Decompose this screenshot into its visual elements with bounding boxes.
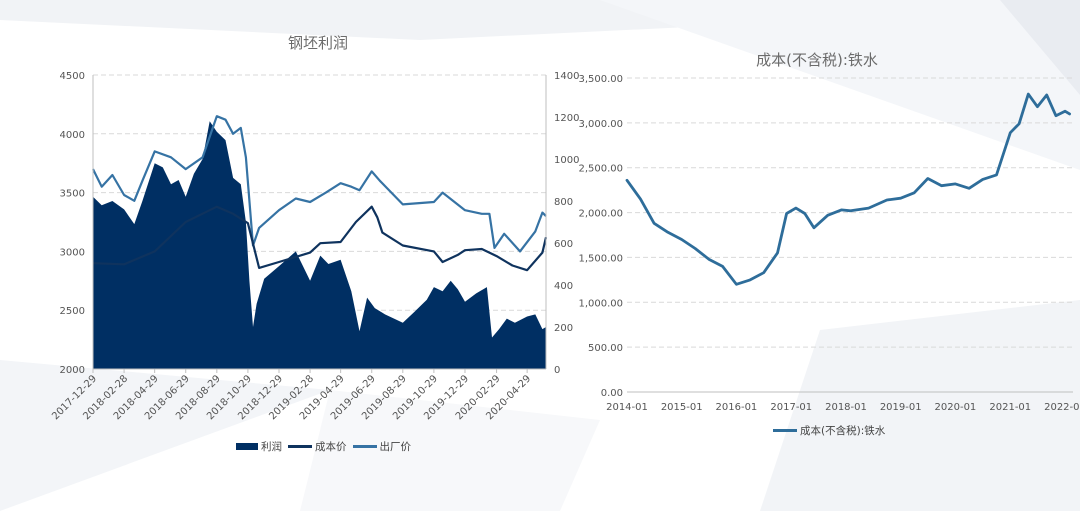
steel-billet-profit-chart: 2000 2500 3000 3500 4000 4500 0 200 400 600 800 100… — [50, 71, 579, 422]
y-right-tick-label: 1200 — [554, 113, 579, 124]
x-tick-label: 2015-01 — [661, 402, 703, 413]
y-tick-label: 1,000.00 — [578, 298, 623, 309]
y-right-tick-label: 0 — [554, 365, 560, 376]
x-tick-label: 2020-01 — [935, 402, 977, 413]
y-left-tick-label: 2500 — [60, 306, 85, 317]
y-tick-label: 0.00 — [601, 388, 623, 399]
legend-item-cost: 成本价 — [288, 439, 347, 454]
profit-area — [93, 121, 546, 369]
legend-swatch-price — [352, 445, 377, 448]
hot-metal-cost-chart: 0.00 500.00 1,000.00 1,500.00 2,000.00 2,500.… — [578, 74, 1080, 413]
x-tick-label: 2017-01 — [770, 402, 812, 413]
x-tick-label: 2021-01 — [989, 402, 1031, 413]
legend-swatch-profit — [236, 443, 258, 450]
price-line — [92, 115, 547, 253]
chart-title: 钢坯利润 — [287, 34, 349, 52]
x-tick-label: 2018-01 — [825, 402, 867, 413]
y-tick-label: 1,500.00 — [578, 253, 623, 264]
y-tick-label: 3,000.00 — [578, 119, 623, 130]
legend-label-iron-cost: 成本(不含税):铁水 — [800, 425, 886, 437]
x-tick-label: 2022-01 — [1044, 402, 1080, 413]
legend-label-profit: 利润 — [261, 441, 282, 453]
legend-item-profit: 利润 — [236, 439, 282, 454]
legend-item-price: 出厂价 — [352, 439, 412, 454]
y-tick-label: 2,500.00 — [578, 164, 623, 175]
right-chart-panel: 成本(不含税):铁水 0.00 500.00 1,000.00 1,500.00 2,0… — [560, 0, 1080, 511]
y-left-tick-label: 4500 — [60, 71, 85, 82]
left-chart-panel: 钢坯利润 2000 2500 3000 3500 4000 4500 0 200 400 600 8… — [50, 34, 579, 454]
y-left-tick-label: 3000 — [60, 247, 85, 258]
y-right-tick-label: 1400 — [554, 71, 579, 82]
y-left-tick-label: 4000 — [60, 130, 85, 141]
y-right-tick-label: 200 — [554, 323, 573, 334]
legend-label-price: 出厂价 — [379, 441, 412, 453]
y-left-tick-label: 3500 — [60, 189, 85, 200]
legend-swatch-iron-cost — [773, 429, 797, 432]
x-tick-label: 2016-01 — [716, 402, 758, 413]
legend-swatch-cost — [288, 445, 312, 448]
y-right-tick-label: 800 — [554, 197, 573, 208]
cost-line — [92, 205, 548, 272]
y-tick-label: 2,000.00 — [578, 209, 623, 220]
chart-legend: 成本(不含税):铁水 — [773, 423, 891, 438]
chart-legend: 利润 成本价 出厂价 — [236, 439, 417, 454]
legend-item-iron-cost: 成本(不含税):铁水 — [773, 423, 885, 438]
legend-label-cost: 成本价 — [315, 441, 347, 453]
y-right-tick-label: 1000 — [554, 155, 579, 166]
y-tick-label: 500.00 — [588, 343, 623, 354]
chart-title: 成本(不含税):铁水 — [756, 51, 878, 69]
x-tick-label: 2019-01 — [880, 402, 922, 413]
y-right-tick-label: 400 — [554, 281, 573, 292]
y-right-tick-label: 600 — [554, 239, 573, 250]
y-left-tick-label: 2000 — [60, 365, 85, 376]
x-tick-label: 2014-01 — [606, 402, 648, 413]
y-tick-label: 3,500.00 — [578, 74, 623, 85]
iron-cost-line — [625, 92, 1071, 286]
